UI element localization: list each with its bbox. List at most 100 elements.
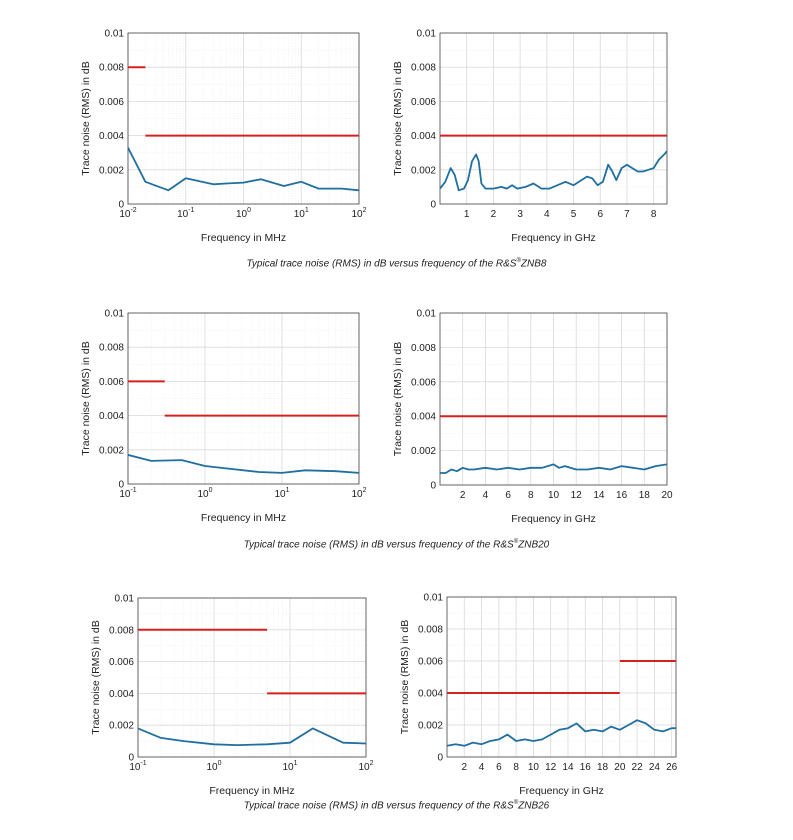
series-measured-line [440, 150, 667, 192]
x-tick-label: 4 [483, 490, 489, 501]
x-tick-label: 102 [358, 760, 373, 773]
x-tick-label: 16 [580, 762, 592, 773]
plot-frame [137, 597, 367, 758]
y-tick-label: 0.008 [99, 343, 124, 354]
y-tick-label: 0.008 [109, 625, 134, 636]
x-tick-label: 20 [614, 762, 626, 773]
x-tick-label: 102 [351, 207, 366, 220]
x-axis-label: Frequency in MHz [209, 785, 294, 797]
plot-frame [439, 312, 668, 486]
y-tick-label: 0 [430, 200, 436, 211]
x-tick-label: 8 [651, 209, 657, 220]
y-tick-label: 0.01 [115, 594, 135, 605]
y-tick-label: 0.004 [109, 689, 134, 700]
y-tick-label: 0 [128, 753, 134, 764]
x-axis-label: Frequency in MHz [201, 512, 286, 524]
x-tick-label: 102 [351, 487, 366, 500]
y-tick-label: 0.002 [99, 165, 124, 176]
x-tick-label: 100 [236, 207, 251, 220]
x-tick-label: 10-2 [119, 207, 136, 220]
plot-frame [439, 32, 668, 205]
chart-znb8-mhz: 10-2 10-1 100 101 102 0 0.002 0.004 0.006 0.008 0.… [80, 29, 367, 245]
y-tick-label: 0 [430, 481, 436, 492]
y-tick-label: 0.002 [411, 446, 436, 457]
x-tick-label: 101 [282, 760, 297, 773]
y-tick-label: 0.01 [417, 309, 437, 320]
y-tick-label: 0.002 [99, 445, 124, 456]
y-tick-label: 0 [437, 753, 443, 764]
y-tick-label: 0.008 [99, 63, 124, 74]
plot-frame [446, 596, 677, 758]
y-tick-label: 0.01 [417, 29, 437, 40]
x-tick-label: 4 [544, 209, 550, 220]
x-tick-label: 10-1 [119, 487, 136, 500]
x-tick-label: 10-1 [129, 760, 146, 773]
x-tick-label: 100 [197, 487, 212, 500]
series-measured-line [138, 727, 366, 746]
series-measured-line [128, 454, 359, 474]
x-tick-label: 10 [548, 490, 560, 501]
y-axis-label: Trace noise (RMS) in dB [80, 341, 92, 456]
y-tick-label: 0 [118, 480, 124, 491]
x-tick-label: 12 [571, 490, 583, 501]
series-measured-line [440, 463, 667, 474]
chart-znb8-ghz: 1 2 3 4 5 6 7 8 0 0.002 0.004 0.006 0.008 0.01 Frequen… [392, 29, 668, 244]
y-tick-label: 0.008 [411, 63, 436, 74]
y-axis-label: Trace noise (RMS) in dB [392, 61, 404, 176]
x-tick-label: 18 [639, 490, 651, 501]
y-axis-label: Trace noise (RMS) in dB [392, 342, 404, 457]
chart-znb26-mhz: 10-1 100 101 102 0 0.002 0.004 0.006 0.008 0.01 Fr… [90, 594, 374, 798]
series-measured-line [128, 147, 359, 192]
x-tick-label: 8 [513, 762, 519, 773]
caption-znb26: Typical trace noise (RMS) in dB versus f… [243, 800, 550, 812]
x-tick-label: 6 [597, 209, 603, 220]
y-tick-label: 0.006 [109, 657, 134, 668]
x-axis-label: Frequency in GHz [519, 785, 604, 797]
x-tick-label: 22 [632, 762, 644, 773]
plot-frame [127, 312, 360, 485]
x-tick-label: 18 [597, 762, 609, 773]
y-tick-label: 0.008 [418, 625, 443, 636]
x-tick-label: 3 [517, 209, 523, 220]
chart-znb20-mhz: 10-1 100 101 102 0 0.002 0.004 0.006 0.008 0.01 Fr… [80, 309, 367, 525]
x-axis-label: Frequency in MHz [201, 232, 286, 244]
x-tick-label: 2 [491, 209, 497, 220]
x-tick-label: 7 [624, 209, 630, 220]
x-tick-label: 16 [616, 490, 628, 501]
x-tick-label: 12 [545, 762, 557, 773]
x-tick-label: 4 [479, 762, 485, 773]
x-tick-label: 24 [649, 762, 661, 773]
y-tick-label: 0.008 [411, 343, 436, 354]
y-tick-label: 0.004 [411, 131, 436, 142]
y-tick-label: 0.01 [105, 309, 125, 320]
y-tick-label: 0.002 [418, 721, 443, 732]
y-tick-label: 0.006 [411, 97, 436, 108]
y-tick-label: 0.004 [99, 411, 124, 422]
plot-frame [127, 32, 360, 205]
y-tick-label: 0.006 [418, 657, 443, 668]
x-tick-label: 8 [528, 490, 534, 501]
y-tick-label: 0.004 [418, 689, 443, 700]
x-tick-label: 14 [562, 762, 574, 773]
x-tick-label: 10-1 [177, 207, 194, 220]
y-axis-label: Trace noise (RMS) in dB [90, 620, 102, 735]
y-tick-label: 0.004 [411, 412, 436, 423]
x-tick-label: 100 [206, 760, 221, 773]
x-tick-label: 1 [464, 209, 470, 220]
caption-znb20: Typical trace noise (RMS) in dB versus f… [243, 539, 550, 551]
x-tick-label: 5 [571, 209, 577, 220]
y-tick-label: 0.01 [105, 29, 125, 40]
y-tick-label: 0 [118, 200, 124, 211]
chart-znb20-ghz: 2 4 6 8 10 12 14 16 18 20 0 0.002 0.004 0.006 0.008 0.0… [392, 309, 673, 526]
x-tick-label: 6 [505, 490, 511, 501]
y-tick-label: 0.01 [424, 593, 444, 604]
y-tick-label: 0.006 [411, 377, 436, 388]
x-axis-label: Frequency in GHz [511, 513, 596, 525]
y-tick-label: 0.006 [99, 97, 124, 108]
caption-znb8: Typical trace noise (RMS) in dB versus f… [246, 258, 547, 270]
y-tick-label: 0.002 [109, 721, 134, 732]
x-tick-label: 101 [294, 207, 309, 220]
y-axis-label: Trace noise (RMS) in dB [399, 620, 411, 735]
x-tick-label: 2 [460, 490, 466, 501]
